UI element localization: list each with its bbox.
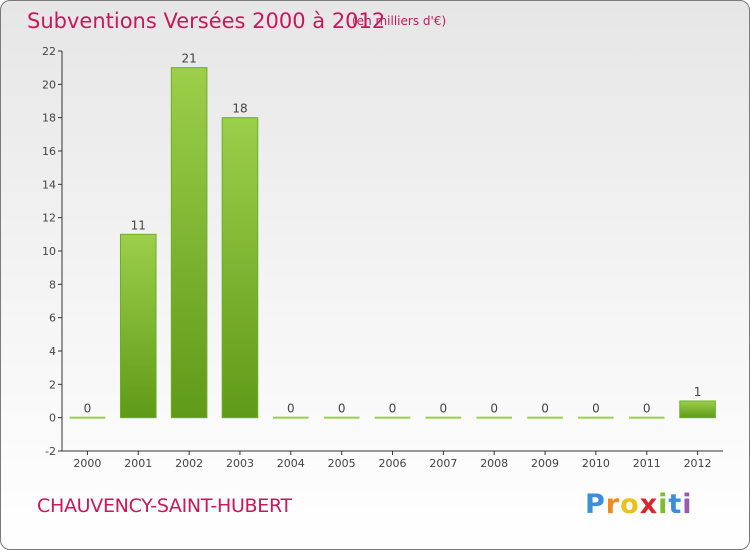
bar-zero — [69, 416, 106, 419]
data-label: 0 — [84, 402, 92, 416]
data-label: 0 — [541, 402, 549, 416]
y-tick-label: 2 — [49, 378, 56, 391]
logo-letter: P — [585, 489, 606, 520]
bar-zero — [323, 416, 360, 419]
bar-zero — [425, 416, 462, 419]
y-tick-label: 12 — [42, 212, 56, 225]
logo-letter: r — [605, 489, 621, 520]
y-tick-label: 4 — [49, 345, 56, 358]
data-label: 0 — [287, 402, 295, 416]
bar-zero — [476, 416, 512, 419]
x-tick-label: 2005 — [328, 457, 356, 470]
y-tick-label: 18 — [42, 112, 56, 125]
data-label: 0 — [490, 402, 498, 416]
data-label: 1 — [694, 385, 702, 399]
data-label: 0 — [440, 402, 448, 416]
x-tick-label: 2011 — [633, 457, 661, 470]
bar — [221, 117, 259, 419]
bar-zero — [578, 416, 614, 419]
x-tick-label: 2008 — [480, 457, 508, 470]
y-tick-label: 8 — [49, 278, 56, 291]
bar — [679, 400, 716, 419]
y-tick-label: -2 — [45, 445, 56, 458]
logo-letter: t — [668, 489, 683, 520]
data-label: 0 — [338, 402, 346, 416]
data-label: 0 — [389, 402, 397, 416]
bar-zero — [273, 416, 309, 419]
y-tick-label: 22 — [42, 45, 56, 58]
logo-letter: x — [639, 489, 659, 520]
x-tick-label: 2002 — [175, 457, 203, 470]
y-tick-label: 16 — [42, 145, 56, 158]
data-label: 11 — [131, 218, 146, 232]
data-label: 0 — [643, 402, 651, 416]
y-tick-label: 10 — [42, 245, 56, 258]
y-tick-label: 0 — [49, 412, 56, 425]
y-tick-label: 14 — [42, 178, 56, 191]
logo-letter: i — [682, 489, 693, 520]
x-tick-label: 2000 — [73, 457, 101, 470]
data-label: 21 — [181, 52, 196, 66]
chart-unit: (en milliers d'€) — [352, 14, 447, 28]
x-tick-label: 2009 — [531, 457, 559, 470]
bar-zero — [527, 416, 563, 419]
bar-zero — [374, 416, 411, 419]
bar — [119, 233, 157, 419]
y-tick-label: 20 — [42, 78, 56, 91]
x-tick-label: 2001 — [124, 457, 152, 470]
logo-letter: o — [620, 489, 640, 520]
chart-title: Subventions Versées 2000 à 2012 — [27, 9, 386, 33]
commune-name: CHAUVENCY-SAINT-HUBERT — [37, 495, 292, 517]
proxiti-logo[interactable]: Proxiti — [585, 489, 693, 520]
x-tick-label: 2012 — [684, 457, 712, 470]
x-tick-label: 2007 — [429, 457, 457, 470]
x-tick-label: 2003 — [226, 457, 254, 470]
x-tick-label: 2004 — [277, 457, 305, 470]
bar-zero — [628, 416, 665, 419]
bar — [170, 67, 208, 419]
logo-letter: i — [658, 489, 669, 520]
data-label: 18 — [232, 102, 247, 116]
x-tick-label: 2006 — [379, 457, 407, 470]
x-tick-label: 2010 — [582, 457, 610, 470]
y-tick-label: 6 — [49, 312, 56, 325]
data-label: 0 — [592, 402, 600, 416]
